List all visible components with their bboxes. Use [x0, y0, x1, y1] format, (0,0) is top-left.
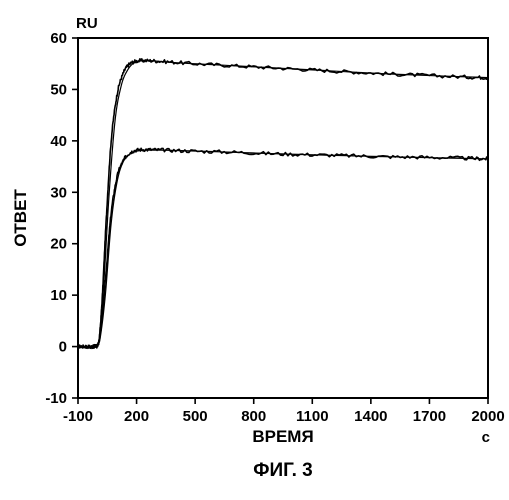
- x-tick-label: 2000: [471, 408, 504, 425]
- y-axis-label: ОТВЕТ: [11, 189, 30, 247]
- y-tick-label: 0: [59, 339, 67, 356]
- sensorgram-chart: -1002005008001100140017002000-1001020304…: [0, 0, 509, 500]
- curve-lower-smooth: [78, 150, 488, 347]
- curve-upper-smooth: [78, 61, 488, 347]
- x-tick-label: 800: [241, 408, 266, 425]
- x-tick-label: 1700: [413, 408, 446, 425]
- x-tick-label: 1100: [296, 408, 329, 425]
- plot-border: [78, 38, 488, 398]
- x-tick-label: 200: [124, 408, 149, 425]
- x-tick-label: -100: [63, 408, 93, 425]
- y-tick-label: 20: [50, 236, 67, 253]
- y-unit-label: RU: [76, 15, 98, 32]
- y-tick-label: 60: [50, 30, 67, 47]
- x-tick-label: 500: [183, 408, 208, 425]
- y-tick-label: 30: [50, 184, 67, 201]
- x-axis-label: ВРЕМЯ: [252, 427, 313, 446]
- y-tick-label: 10: [50, 287, 67, 304]
- y-tick-label: -10: [45, 390, 67, 407]
- figure-caption: ФИГ. 3: [253, 460, 312, 481]
- y-tick-label: 50: [50, 81, 67, 98]
- chart-container: -1002005008001100140017002000-1001020304…: [0, 0, 509, 500]
- curve-lower: [78, 148, 488, 348]
- y-tick-label: 40: [50, 133, 67, 150]
- x-unit-label: с: [482, 429, 490, 446]
- x-tick-label: 1400: [354, 408, 387, 425]
- curve-upper: [78, 59, 488, 348]
